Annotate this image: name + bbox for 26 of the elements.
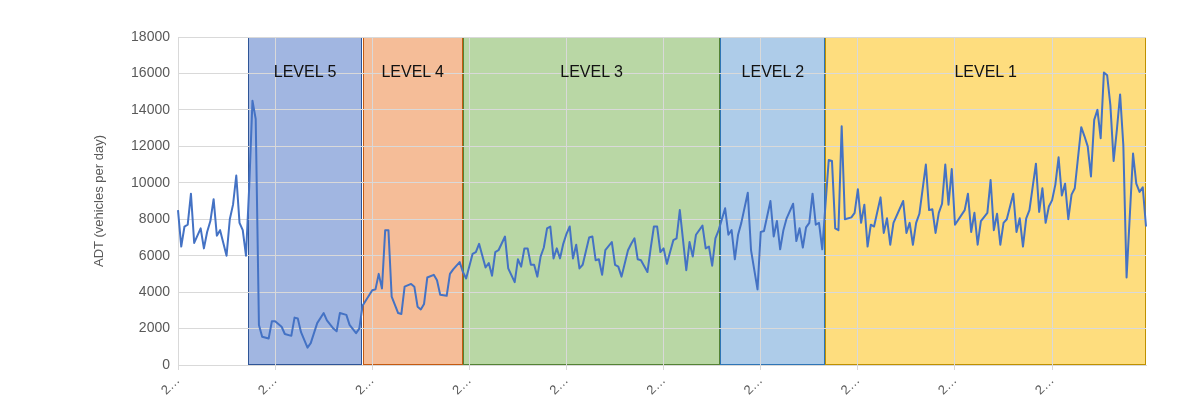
y-tick-label: 6000 [138, 246, 171, 263]
y-tick-label: 8000 [138, 210, 171, 227]
x-tick-label: 2… [546, 372, 572, 398]
y-tick-label: 4000 [138, 282, 171, 299]
x-tick-label: 2… [643, 372, 669, 398]
annotation: LEVEL 5 [272, 63, 338, 81]
y-tick-label: 12000 [131, 137, 171, 154]
y-tick-label: 2000 [138, 319, 171, 336]
y-tick-label: 0 [162, 355, 171, 372]
x-tick-label: 2… [740, 372, 766, 398]
y-tick-label: 16000 [131, 64, 171, 81]
y-tick-label: 18000 [131, 27, 171, 44]
annotation: LEVEL 1 [953, 63, 1018, 81]
annotation: LEVEL 4 [380, 63, 445, 81]
annotation: LEVEL 2 [740, 63, 806, 81]
x-tick-label: 2… [837, 372, 863, 398]
y-tick-label: 10000 [131, 173, 171, 190]
annotation: LEVEL 3 [559, 63, 624, 81]
x-tick-label: 2… [449, 372, 475, 398]
y-tick-label: 14000 [131, 100, 171, 117]
x-tick-label: 2… [254, 372, 280, 398]
x-tick-label: 2… [1031, 372, 1057, 398]
x-tick-label: 2… [351, 372, 377, 398]
x-tick-label: 2… [934, 372, 960, 398]
x-tick-label: 2… [157, 372, 183, 398]
y-axis-title: ADT (vehicles per day) [91, 135, 107, 267]
